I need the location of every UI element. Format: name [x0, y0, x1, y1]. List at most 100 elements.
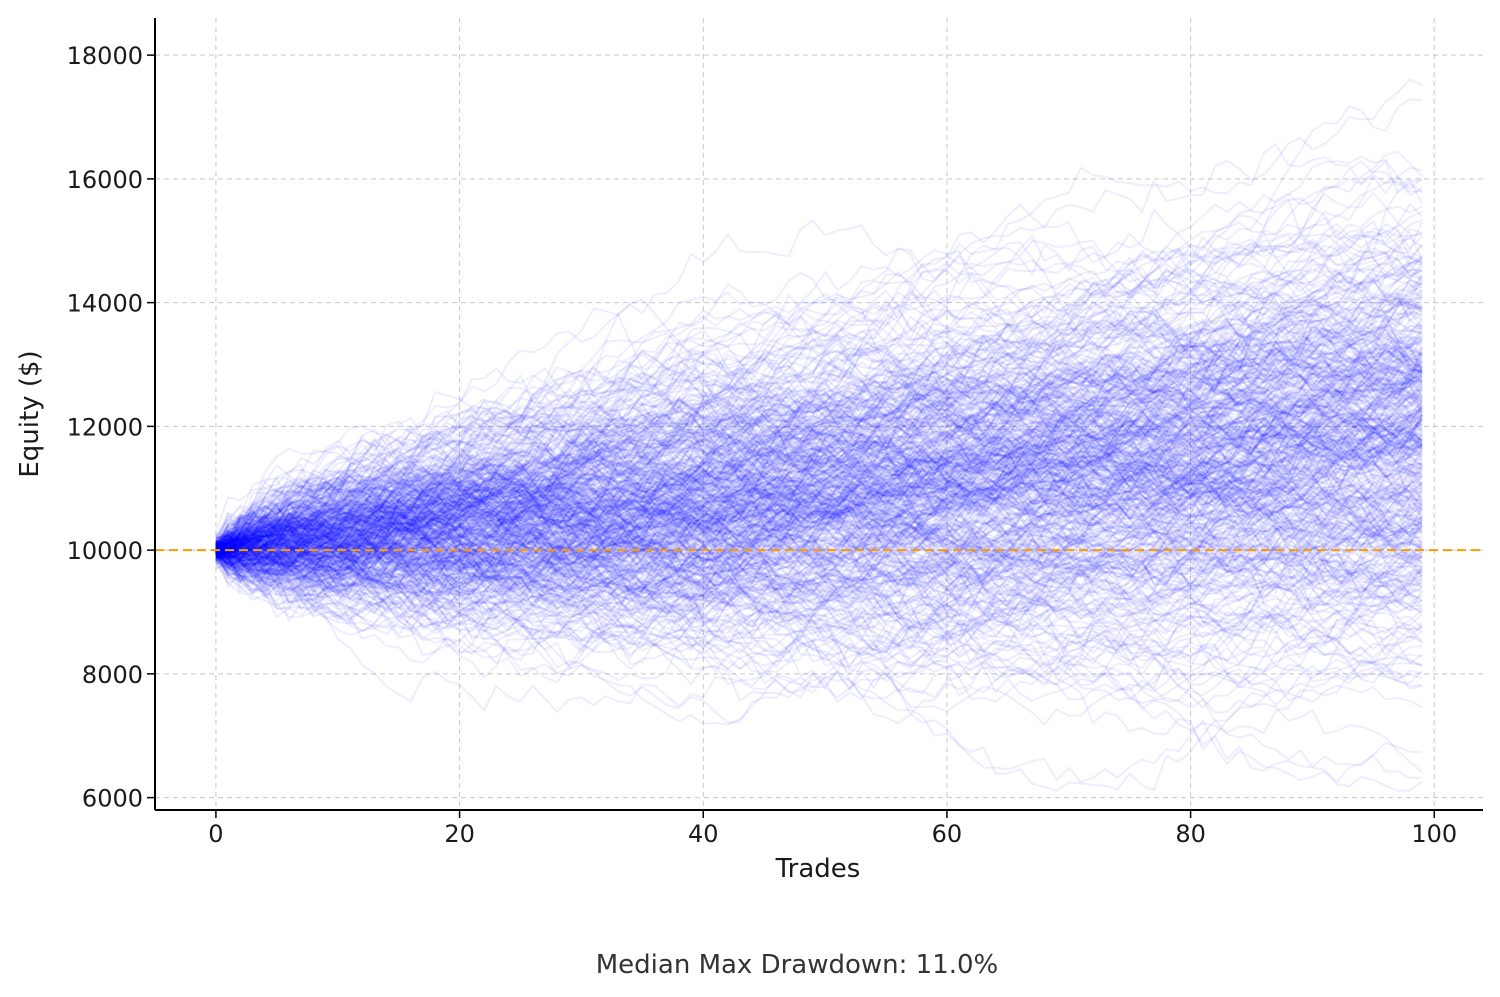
simulation-path	[215, 472, 1423, 637]
simulation-path	[215, 335, 1423, 545]
simulation-path	[215, 331, 1423, 573]
simulation-path	[215, 485, 1423, 657]
simulation-path	[215, 348, 1423, 593]
simulation-path	[215, 363, 1423, 543]
simulation-path	[215, 530, 1423, 651]
simulation-path	[215, 434, 1423, 555]
simulation-path	[215, 384, 1423, 591]
simulation-path	[215, 251, 1423, 553]
simulation-path	[215, 418, 1423, 657]
simulation-path	[215, 428, 1423, 593]
median-max-drawdown-caption: Median Max Drawdown: 11.0%	[596, 950, 999, 980]
simulation-path	[215, 421, 1423, 555]
simulation-path	[215, 342, 1423, 594]
simulation-path	[215, 494, 1423, 722]
simulation-path	[215, 362, 1423, 550]
simulation-path	[215, 197, 1423, 561]
simulation-path	[215, 254, 1423, 562]
simulation-path	[215, 524, 1423, 617]
simulation-path	[215, 305, 1423, 566]
simulation-path	[215, 513, 1423, 646]
simulation-path	[215, 449, 1423, 601]
simulation-path	[215, 400, 1423, 548]
simulation-path	[215, 413, 1423, 552]
simulation-path	[215, 397, 1423, 615]
x-tick-label: 0	[208, 820, 223, 848]
simulation-path	[215, 481, 1423, 607]
simulation-path	[215, 456, 1423, 580]
simulation-path	[215, 349, 1423, 552]
simulation-path	[215, 365, 1423, 562]
simulation-path	[214, 327, 1423, 560]
simulation-path	[215, 279, 1423, 593]
simulation-path	[215, 549, 1423, 682]
simulation-path	[215, 357, 1423, 552]
y-tick-label: 6000	[82, 785, 143, 813]
simulation-path	[215, 349, 1423, 542]
simulation-path	[215, 389, 1423, 587]
simulation-path	[215, 318, 1423, 549]
simulation-path	[215, 425, 1423, 576]
simulation-path	[215, 274, 1423, 562]
simulation-path	[215, 502, 1423, 637]
simulation-path	[215, 484, 1423, 595]
simulation-path	[215, 441, 1423, 560]
simulation-path	[215, 428, 1423, 591]
simulation-path	[215, 453, 1423, 620]
y-tick-label: 12000	[67, 413, 143, 441]
simulation-path	[215, 476, 1423, 611]
simulation-path	[215, 426, 1423, 564]
simulation-path	[215, 370, 1423, 582]
simulation-path	[215, 456, 1423, 576]
simulation-path	[215, 412, 1423, 598]
simulation-path	[215, 254, 1423, 589]
simulation-path	[215, 361, 1423, 585]
simulation-path	[215, 252, 1423, 551]
simulation-path	[215, 484, 1423, 641]
simulation-path	[215, 98, 1423, 560]
simulation-path	[215, 523, 1423, 623]
simulation-path	[215, 285, 1423, 548]
simulation-path	[215, 440, 1423, 587]
y-axis-label: Equity ($)	[15, 350, 45, 477]
simulation-path	[215, 402, 1423, 577]
simulation-path	[215, 221, 1423, 558]
simulation-path	[215, 540, 1423, 668]
simulation-path	[215, 414, 1423, 635]
simulation-path	[215, 394, 1423, 579]
simulation-path	[215, 315, 1423, 575]
simulation-path	[215, 332, 1423, 558]
simulation-path	[215, 361, 1423, 589]
simulation-path	[215, 444, 1423, 586]
simulation-path	[215, 334, 1423, 557]
simulation-path	[215, 431, 1423, 559]
simulation-path	[215, 310, 1423, 601]
simulation-path	[215, 436, 1423, 667]
simulation-path	[215, 288, 1423, 547]
simulation-path	[215, 395, 1423, 566]
x-tick-label: 100	[1411, 820, 1457, 848]
simulation-path	[215, 418, 1423, 587]
simulation-path	[215, 363, 1423, 558]
simulation-path	[215, 484, 1423, 643]
simulation-path	[215, 357, 1423, 547]
simulation-path	[215, 476, 1423, 650]
simulation-path	[215, 381, 1423, 581]
simulation-path	[215, 417, 1423, 636]
simulation-path	[214, 309, 1423, 553]
simulation-path	[215, 180, 1423, 557]
simulation-path	[215, 420, 1423, 606]
simulation-path	[215, 555, 1423, 774]
simulation-path	[215, 373, 1423, 547]
simulation-path	[215, 387, 1423, 560]
simulation-path	[215, 347, 1423, 575]
simulation-path	[215, 455, 1423, 584]
simulation-path	[215, 505, 1423, 637]
simulation-path	[215, 369, 1423, 595]
simulation-path	[215, 191, 1424, 562]
simulation-path	[215, 417, 1423, 591]
simulation-path	[215, 386, 1423, 618]
simulation-path	[214, 379, 1423, 552]
simulation-path	[215, 398, 1423, 558]
